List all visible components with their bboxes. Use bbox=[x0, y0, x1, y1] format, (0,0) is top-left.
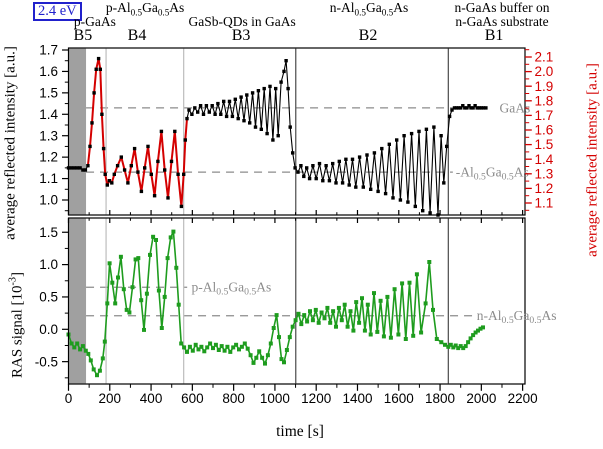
svg-text:1.1: 1.1 bbox=[39, 171, 58, 186]
top-left-axis-title: average reflected intensity [a.u.] bbox=[2, 46, 19, 240]
phase-label: B1 bbox=[484, 27, 504, 44]
svg-text:1.5: 1.5 bbox=[39, 85, 58, 100]
svg-text:1.2: 1.2 bbox=[39, 150, 58, 165]
phase-label: B4 bbox=[127, 27, 147, 44]
svg-text:1.7: 1.7 bbox=[535, 108, 554, 123]
region-label: p-Al0.5Ga0.5As bbox=[105, 0, 185, 18]
region-label: n-Al0.5Ga0.5As bbox=[329, 0, 409, 18]
svg-text:200: 200 bbox=[99, 391, 122, 406]
svg-text:600: 600 bbox=[181, 391, 204, 406]
svg-text:1.6: 1.6 bbox=[535, 123, 554, 138]
svg-text:1.5: 1.5 bbox=[39, 225, 58, 240]
svg-text:1.4: 1.4 bbox=[39, 107, 58, 122]
phase-label: B5 bbox=[73, 27, 93, 44]
svg-text:1.4: 1.4 bbox=[535, 152, 554, 167]
phase-label: B2 bbox=[358, 27, 378, 44]
svg-text:1.8: 1.8 bbox=[535, 93, 554, 108]
svg-text:1.0: 1.0 bbox=[39, 193, 58, 208]
svg-text:GaAs: GaAs bbox=[500, 100, 531, 115]
region-label: p-GaAs bbox=[73, 14, 116, 29]
right-axis-title: average reflected intensity [a.u.] bbox=[584, 63, 601, 257]
svg-text:1.5: 1.5 bbox=[535, 137, 554, 152]
svg-text:1200: 1200 bbox=[301, 391, 331, 406]
region-label: n-GaAs substrate bbox=[455, 14, 549, 29]
svg-text:1.7: 1.7 bbox=[39, 43, 58, 58]
svg-text:1000: 1000 bbox=[260, 391, 290, 406]
photon-energy-badge: 2.4 eV bbox=[33, 2, 82, 21]
svg-text:-Al0.5Ga0.5As: -Al0.5Ga0.5As bbox=[456, 165, 529, 183]
svg-text:1.3: 1.3 bbox=[535, 166, 554, 181]
svg-text:1.9: 1.9 bbox=[535, 79, 554, 94]
svg-text:2200: 2200 bbox=[508, 391, 538, 406]
svg-text:0: 0 bbox=[65, 391, 73, 406]
svg-text:1800: 1800 bbox=[425, 391, 455, 406]
svg-text:0.5: 0.5 bbox=[39, 290, 58, 305]
bottom-left-axis-title: RAS signal [10-3] bbox=[7, 271, 26, 379]
svg-text:1.3: 1.3 bbox=[39, 128, 58, 143]
phase-label: B3 bbox=[231, 27, 251, 44]
svg-text:-0.5: -0.5 bbox=[35, 354, 58, 369]
region-label: GaSb-QDs in GaAs bbox=[188, 14, 296, 29]
svg-text:0.0: 0.0 bbox=[39, 322, 58, 337]
svg-text:n-Al0.5Ga0.5As: n-Al0.5Ga0.5As bbox=[477, 308, 557, 326]
x-axis-title: time [s] bbox=[276, 423, 324, 440]
region-label: n-GaAs buffer on bbox=[454, 0, 550, 15]
svg-text:1.2: 1.2 bbox=[535, 181, 554, 196]
svg-text:2.1: 2.1 bbox=[535, 50, 554, 65]
svg-text:1.1: 1.1 bbox=[535, 196, 554, 211]
svg-text:1.6: 1.6 bbox=[39, 64, 58, 79]
svg-text:p-Al0.5Ga0.5As: p-Al0.5Ga0.5As bbox=[192, 280, 272, 298]
svg-text:1400: 1400 bbox=[342, 391, 372, 406]
svg-text:2000: 2000 bbox=[466, 391, 496, 406]
svg-text:2.0: 2.0 bbox=[535, 64, 554, 79]
svg-text:400: 400 bbox=[140, 391, 163, 406]
svg-text:800: 800 bbox=[222, 391, 245, 406]
svg-text:1600: 1600 bbox=[384, 391, 414, 406]
svg-text:1.0: 1.0 bbox=[39, 257, 58, 272]
